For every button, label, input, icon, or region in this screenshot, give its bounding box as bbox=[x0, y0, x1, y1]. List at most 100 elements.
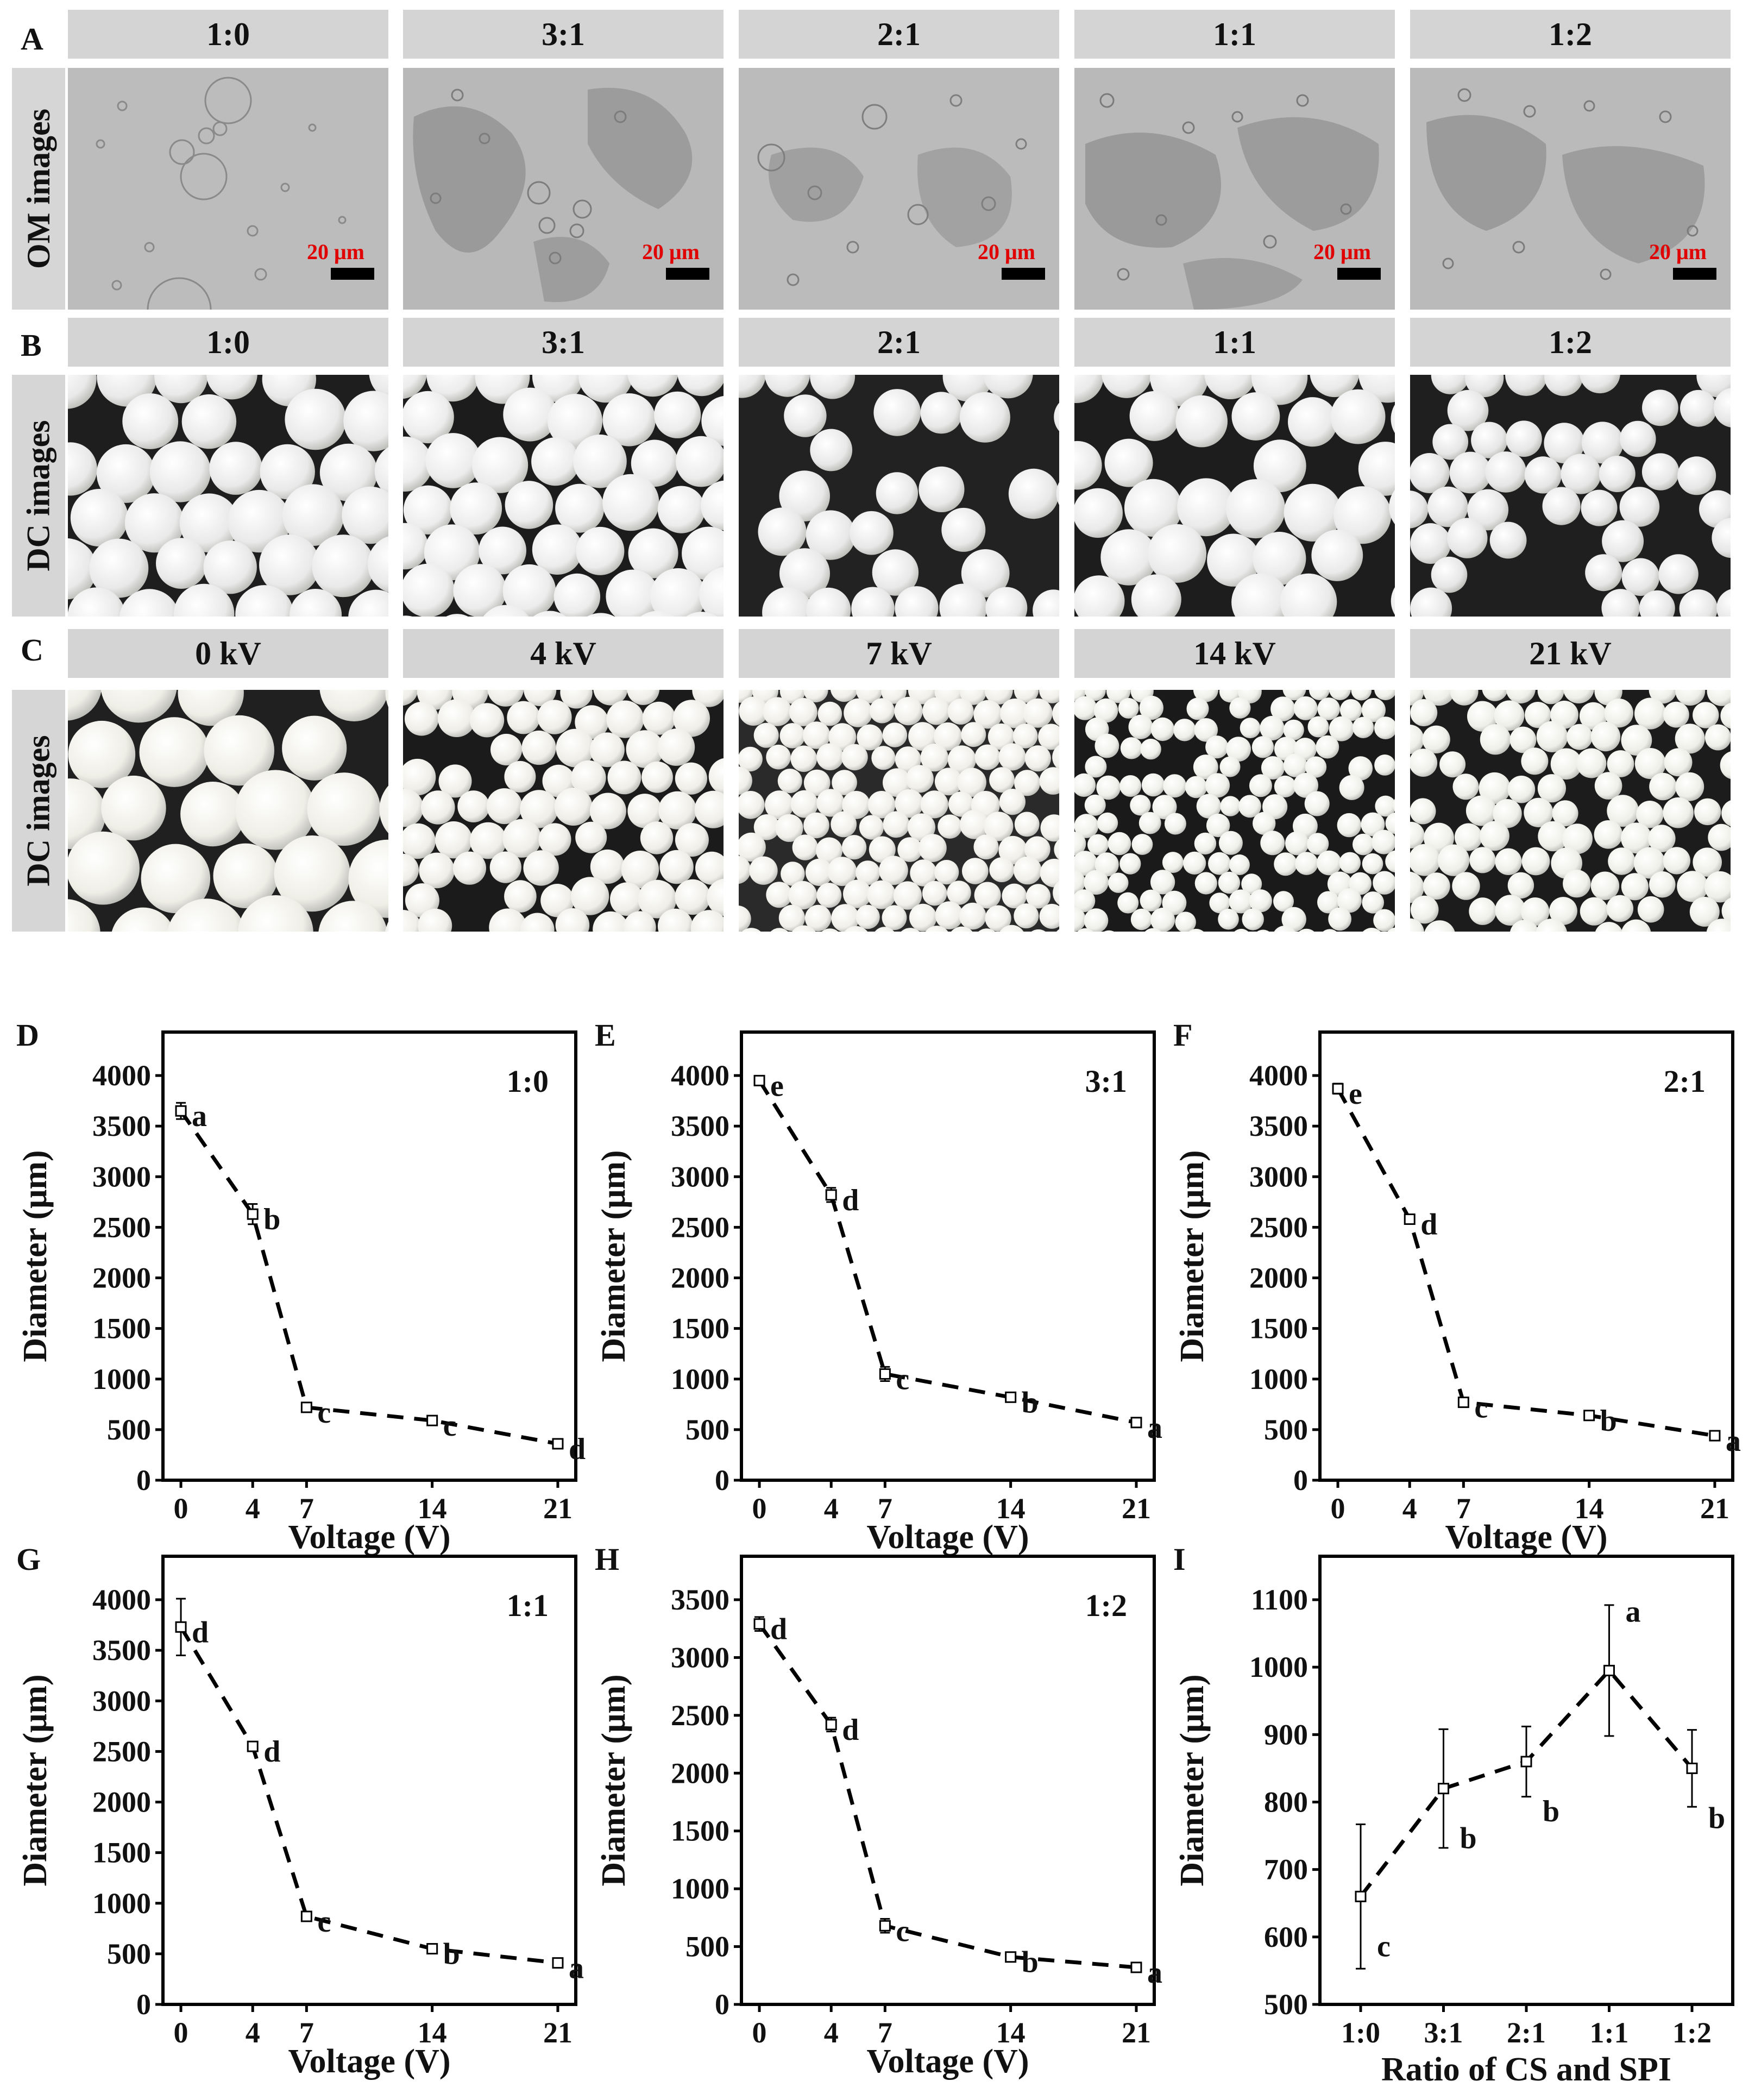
series-line bbox=[179, 1110, 558, 1446]
y-axis-label: Diameter (μm) bbox=[595, 1150, 632, 1362]
chart-e: E 0 500 1000 1500 2000 2500 3000 3500 4000 0 4 7 14 21… bbox=[595, 1017, 1162, 1556]
y-tick-label: 500 bbox=[685, 1931, 729, 1963]
y-tick-label: 2500 bbox=[671, 1699, 729, 1732]
significance-letter: b bbox=[1543, 1795, 1559, 1828]
x-tick-label: 3:1 bbox=[1424, 2016, 1463, 2049]
x-tick-label: 7 bbox=[299, 1492, 314, 1525]
header-c-1: 0 kV bbox=[68, 629, 388, 678]
y-tick-label: 1000 bbox=[671, 1363, 729, 1395]
x-tick-label: 14 bbox=[418, 2016, 447, 2049]
x-axis-label: Voltage (V) bbox=[288, 1519, 450, 1556]
plot-frame bbox=[740, 1030, 1156, 1482]
side-label-dc-1: DC images bbox=[12, 375, 65, 617]
y-axis-label: Diameter (μm) bbox=[595, 1674, 632, 1886]
header-b-2: 3:1 bbox=[403, 318, 724, 367]
dc-image-b5 bbox=[1410, 375, 1731, 617]
panel-label-i: I bbox=[1173, 1542, 1186, 1577]
x-tick-label: 14 bbox=[996, 2016, 1026, 2049]
significance-letter: c bbox=[443, 1409, 457, 1443]
x-tick-label: 4 bbox=[824, 1492, 839, 1525]
dc-image-c4 bbox=[1074, 690, 1395, 932]
data-point bbox=[1457, 1397, 1469, 1409]
side-label-om: OM images bbox=[12, 68, 65, 310]
side-label-dc-2: DC images bbox=[12, 690, 65, 932]
data-point bbox=[879, 1920, 891, 1932]
y-tick-label: 1100 bbox=[1251, 1583, 1308, 1616]
significance-letter: d bbox=[842, 1713, 859, 1747]
y-tick-label: 1500 bbox=[1249, 1312, 1308, 1345]
header-a-5: 1:2 bbox=[1410, 10, 1731, 59]
data-point bbox=[300, 1401, 312, 1413]
x-tick-label: 21 bbox=[1122, 2016, 1151, 2049]
significance-letter: b bbox=[263, 1203, 280, 1236]
series-line bbox=[758, 1079, 1137, 1425]
data-point bbox=[1005, 1391, 1017, 1403]
series-line bbox=[179, 1626, 558, 1965]
significance-letter: c bbox=[896, 1362, 909, 1396]
y-tick-label: 3500 bbox=[671, 1110, 729, 1142]
significance-letter: c bbox=[896, 1914, 909, 1948]
significance-letter: b bbox=[1460, 1822, 1477, 1856]
series-line bbox=[758, 1623, 1137, 1970]
y-tick-label: 900 bbox=[1264, 1718, 1308, 1751]
scale-bar-label-5: 20 μm bbox=[1649, 240, 1707, 264]
chart-f: F 0 500 1000 1500 2000 2500 3000 3500 4000 0 4 7 14 21… bbox=[1173, 1017, 1741, 1556]
y-tick-label: 1000 bbox=[671, 1872, 729, 1905]
plot-frame bbox=[161, 1555, 577, 2006]
data-point bbox=[552, 1957, 564, 1969]
panel-label-g: G bbox=[16, 1542, 41, 1577]
y-tick-label: 500 bbox=[107, 1413, 151, 1446]
data-point bbox=[175, 1621, 187, 1633]
x-tick-label: 1:1 bbox=[1590, 2016, 1629, 2049]
y-tick-label: 2000 bbox=[92, 1262, 151, 1294]
x-tick-label: 21 bbox=[543, 2016, 573, 2049]
scale-bar-label-1: 20 μm bbox=[307, 240, 364, 264]
y-tick-label: 2000 bbox=[671, 1757, 729, 1789]
y-tick-label: 3500 bbox=[92, 1110, 151, 1142]
significance-letter: d bbox=[1420, 1208, 1437, 1241]
significance-letter: c bbox=[1474, 1391, 1488, 1425]
x-tick-label: 2:1 bbox=[1507, 2016, 1546, 2049]
panel-label-f: F bbox=[1173, 1017, 1192, 1053]
significance-letter: a bbox=[192, 1099, 207, 1133]
x-tick-label: 14 bbox=[1575, 1492, 1604, 1525]
data-point bbox=[753, 1618, 765, 1630]
scale-bar-label-4: 20 μm bbox=[1313, 240, 1371, 264]
y-tick-label: 2500 bbox=[92, 1211, 151, 1243]
data-point bbox=[247, 1208, 259, 1220]
data-point bbox=[1709, 1430, 1721, 1442]
data-point bbox=[1686, 1762, 1698, 1774]
header-a-3: 2:1 bbox=[739, 10, 1059, 59]
plot-frame bbox=[740, 1555, 1156, 2006]
header-a-4: 1:1 bbox=[1074, 10, 1395, 59]
data-point bbox=[1583, 1410, 1595, 1422]
x-tick-label: 0 bbox=[174, 1492, 188, 1525]
x-tick-label: 7 bbox=[878, 1492, 892, 1525]
y-tick-label: 0 bbox=[715, 1464, 729, 1497]
y-tick-label: 2000 bbox=[1249, 1262, 1308, 1294]
om-image-2: 20 μm bbox=[403, 68, 724, 310]
dc-image-c5 bbox=[1410, 690, 1731, 932]
significance-letter: d bbox=[569, 1432, 586, 1466]
x-tick-label: 0 bbox=[174, 2016, 188, 2049]
significance-letter: b bbox=[1708, 1801, 1725, 1835]
y-tick-label: 1000 bbox=[1249, 1651, 1308, 1683]
data-point bbox=[1005, 1951, 1017, 1963]
ratio-annotation: 3:1 bbox=[1085, 1064, 1127, 1099]
significance-letter: b bbox=[1600, 1404, 1617, 1438]
x-tick-label: 0 bbox=[752, 2016, 767, 2049]
y-tick-label: 1500 bbox=[671, 1815, 729, 1847]
dc-image-b3 bbox=[739, 375, 1059, 617]
x-tick-label: 7 bbox=[878, 2016, 892, 2049]
data-point bbox=[753, 1074, 765, 1086]
panel-label-a: A bbox=[21, 21, 43, 56]
x-tick-label: 14 bbox=[418, 1492, 447, 1525]
y-tick-label: 4000 bbox=[92, 1059, 151, 1092]
y-tick-label: 1000 bbox=[92, 1887, 151, 1920]
y-tick-label: 500 bbox=[107, 1938, 151, 1970]
x-axis-label: Voltage (V) bbox=[288, 2043, 450, 2080]
ratio-annotation: 1:0 bbox=[507, 1064, 549, 1099]
dc-image-c1 bbox=[68, 690, 388, 932]
plot-frame bbox=[161, 1030, 577, 1482]
dc-image-c2 bbox=[403, 690, 724, 932]
